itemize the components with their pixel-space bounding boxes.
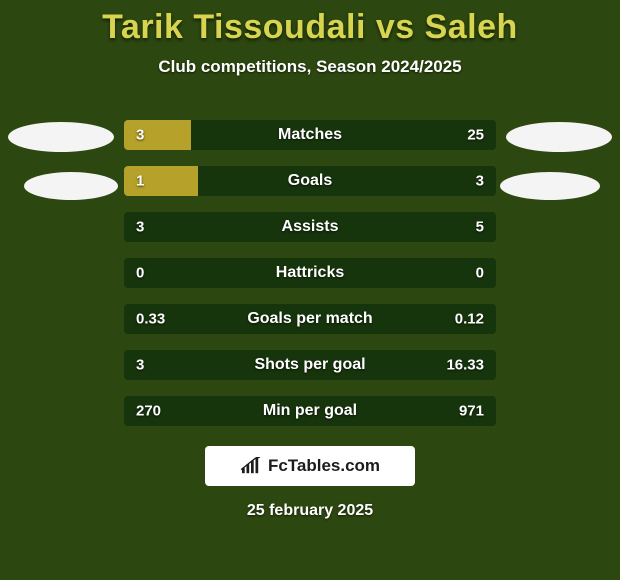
stat-value-left: 0 xyxy=(136,265,144,282)
branding-text: FcTables.com xyxy=(268,456,380,476)
stat-value-right: 16.33 xyxy=(446,357,484,374)
stat-value-right: 25 xyxy=(467,127,484,144)
stat-row: 3 Assists 5 xyxy=(124,212,496,242)
stat-label: Goals per match xyxy=(247,310,372,328)
stat-value-left: 0.33 xyxy=(136,311,165,328)
avatar-placeholder xyxy=(8,122,114,152)
footer-date: 25 february 2025 xyxy=(247,502,373,520)
stat-label: Matches xyxy=(278,126,342,144)
stat-value-right: 0 xyxy=(476,265,484,282)
stat-label: Goals xyxy=(288,172,332,190)
chart-icon xyxy=(240,457,262,475)
stat-row: 0.33 Goals per match 0.12 xyxy=(124,304,496,334)
stat-value-left: 3 xyxy=(136,357,144,374)
stat-label: Min per goal xyxy=(263,402,357,420)
stat-row: 1 Goals 3 xyxy=(124,166,496,196)
stat-label: Hattricks xyxy=(276,264,344,282)
stats-block: 3 Matches 25 1 Goals 3 3 Assists 5 0 Hattricks 0 0.3… xyxy=(124,120,496,426)
stat-row: 0 Hattricks 0 xyxy=(124,258,496,288)
branding-badge[interactable]: FcTables.com xyxy=(205,446,415,486)
stat-value-right: 5 xyxy=(476,219,484,236)
stat-row: 3 Matches 25 xyxy=(124,120,496,150)
stat-value-left: 3 xyxy=(136,219,144,236)
comparison-card: Tarik Tissoudali vs Saleh Club competiti… xyxy=(0,0,620,580)
subtitle: Club competitions, Season 2024/2025 xyxy=(0,57,620,77)
stat-value-left: 270 xyxy=(136,403,161,420)
stat-value-left: 1 xyxy=(136,173,144,190)
stat-label: Assists xyxy=(282,218,339,236)
avatar-placeholder xyxy=(506,122,612,152)
avatar-placeholder xyxy=(24,172,118,200)
stat-bar-left xyxy=(124,120,191,150)
stat-value-left: 3 xyxy=(136,127,144,144)
stat-row: 270 Min per goal 971 xyxy=(124,396,496,426)
stat-row: 3 Shots per goal 16.33 xyxy=(124,350,496,380)
stat-value-right: 3 xyxy=(476,173,484,190)
stat-value-right: 971 xyxy=(459,403,484,420)
stat-label: Shots per goal xyxy=(254,356,365,374)
page-title: Tarik Tissoudali vs Saleh xyxy=(0,0,620,47)
stat-value-right: 0.12 xyxy=(455,311,484,328)
avatar-placeholder xyxy=(500,172,600,200)
